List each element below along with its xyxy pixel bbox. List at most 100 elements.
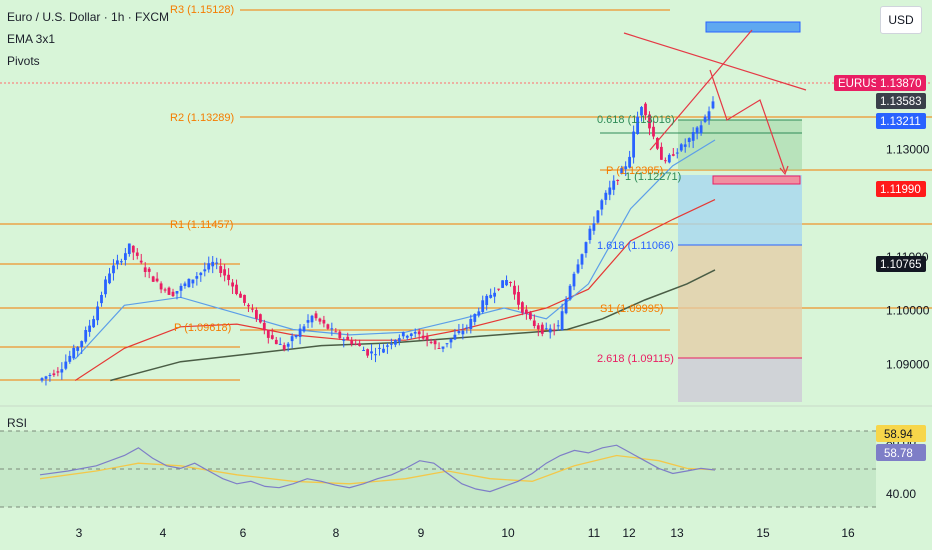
pivot-s1-label: S1 (1.09995) xyxy=(600,303,664,315)
candle-body xyxy=(298,328,302,337)
candle-body xyxy=(580,254,584,265)
candle-body xyxy=(262,322,266,331)
pivot-r1-label: R1 (1.11457) xyxy=(170,219,233,231)
candle-body xyxy=(187,278,191,288)
candle-body xyxy=(334,331,338,333)
rsi-tick-label: 40.00 xyxy=(886,487,916,501)
time-tick-label: 4 xyxy=(160,526,167,540)
candle-body xyxy=(72,348,76,359)
candle-body xyxy=(259,314,262,323)
rsi-badge: 58.78 xyxy=(876,444,926,461)
candle-body xyxy=(235,284,238,294)
svg-text:1.11990: 1.11990 xyxy=(880,184,921,196)
pivots-indicator-label[interactable]: Pivots xyxy=(7,54,40,68)
ema-fast-line xyxy=(74,199,716,382)
candle-body xyxy=(671,154,675,156)
candle-body xyxy=(330,328,334,330)
candle-body xyxy=(469,319,473,329)
candle-body xyxy=(699,125,703,134)
ema-slow-line xyxy=(110,269,716,382)
candle-body xyxy=(401,332,405,337)
trendline-lower[interactable] xyxy=(649,29,753,151)
candle-body xyxy=(318,318,322,322)
candle-body xyxy=(417,331,421,335)
candle-body xyxy=(247,304,250,307)
projection-path[interactable] xyxy=(709,69,786,173)
candle-body xyxy=(80,341,84,348)
candle-body xyxy=(628,156,631,168)
candle-body xyxy=(588,228,592,240)
candle-body xyxy=(131,245,135,253)
drawing-tools[interactable] xyxy=(623,29,807,176)
candle-body xyxy=(215,262,219,264)
candle-body xyxy=(338,331,342,339)
candle-body xyxy=(584,242,588,254)
candle-body xyxy=(92,319,95,328)
rsi-indicator-label[interactable]: RSI xyxy=(7,416,28,430)
price-badge: 1.13870 xyxy=(876,75,926,91)
candle-body xyxy=(52,373,56,376)
fib-zone xyxy=(600,119,802,402)
candle-body xyxy=(366,349,369,356)
candle-body xyxy=(441,346,445,349)
candle-body xyxy=(664,160,667,162)
candle-body xyxy=(429,341,433,343)
time-tick-label: 11 xyxy=(588,526,601,540)
candle-body xyxy=(640,107,643,116)
candle-body xyxy=(382,348,385,353)
candle-body xyxy=(473,314,477,322)
trendline-upper[interactable] xyxy=(623,32,807,91)
rsi-pane xyxy=(0,405,932,508)
time-tick-label: 6 xyxy=(240,526,247,540)
candle-body xyxy=(203,269,207,272)
price-badge: 1.13211 xyxy=(876,113,926,129)
fib-2618-label: 2.618 (1.09115) xyxy=(597,353,674,365)
candle-body xyxy=(612,180,616,190)
candle-body xyxy=(270,335,274,339)
svg-text:1.10765: 1.10765 xyxy=(880,259,922,271)
candle-body xyxy=(195,276,199,279)
candle-body xyxy=(155,278,159,282)
fib-zone-orange xyxy=(678,245,802,358)
candle-body xyxy=(108,273,111,284)
candle-body xyxy=(461,330,465,335)
candle-body xyxy=(135,252,139,256)
ema-mid-line xyxy=(74,139,716,360)
candle-body xyxy=(616,180,620,181)
symbol-title[interactable]: Euro / U.S. Dollar · 1h · FXCM xyxy=(7,10,170,24)
candle-body xyxy=(632,131,635,158)
candle-body xyxy=(350,340,354,345)
candle-body xyxy=(278,343,282,345)
pivot-labels: R3 (1.15128) R2 (1.13289) R1 (1.11457) P… xyxy=(170,4,664,334)
candle-body xyxy=(405,335,409,338)
price-tick-label: 1.09000 xyxy=(886,357,930,371)
candle-body xyxy=(219,266,223,273)
candle-body xyxy=(191,279,195,284)
currency-button[interactable]: USD xyxy=(880,6,922,34)
candle-body xyxy=(413,331,417,334)
candle-body xyxy=(354,343,358,345)
candle-body xyxy=(421,335,425,339)
candle-body xyxy=(362,350,365,351)
rsi-badge: 58.94 xyxy=(876,425,926,442)
candle-body xyxy=(409,333,413,336)
candle-body xyxy=(572,273,576,287)
svg-text:1.13870: 1.13870 xyxy=(880,78,922,90)
candle-body xyxy=(560,311,564,330)
time-tick-label: 3 xyxy=(76,526,83,540)
candle-body xyxy=(509,282,512,283)
candle-body xyxy=(207,263,211,270)
target-box[interactable] xyxy=(705,21,801,33)
fib-zone-grey xyxy=(678,358,802,402)
ema-indicator-label[interactable]: EMA 3x1 xyxy=(7,32,56,46)
candle-body xyxy=(596,210,600,223)
candle-body xyxy=(239,293,242,298)
candle-body xyxy=(687,138,691,142)
candle-body xyxy=(608,187,612,195)
candle-body xyxy=(306,320,310,323)
stop-box[interactable] xyxy=(712,175,801,185)
rsi-axis-badges: 58.94 58.78 xyxy=(876,425,926,461)
svg-text:58.78: 58.78 xyxy=(884,448,913,460)
